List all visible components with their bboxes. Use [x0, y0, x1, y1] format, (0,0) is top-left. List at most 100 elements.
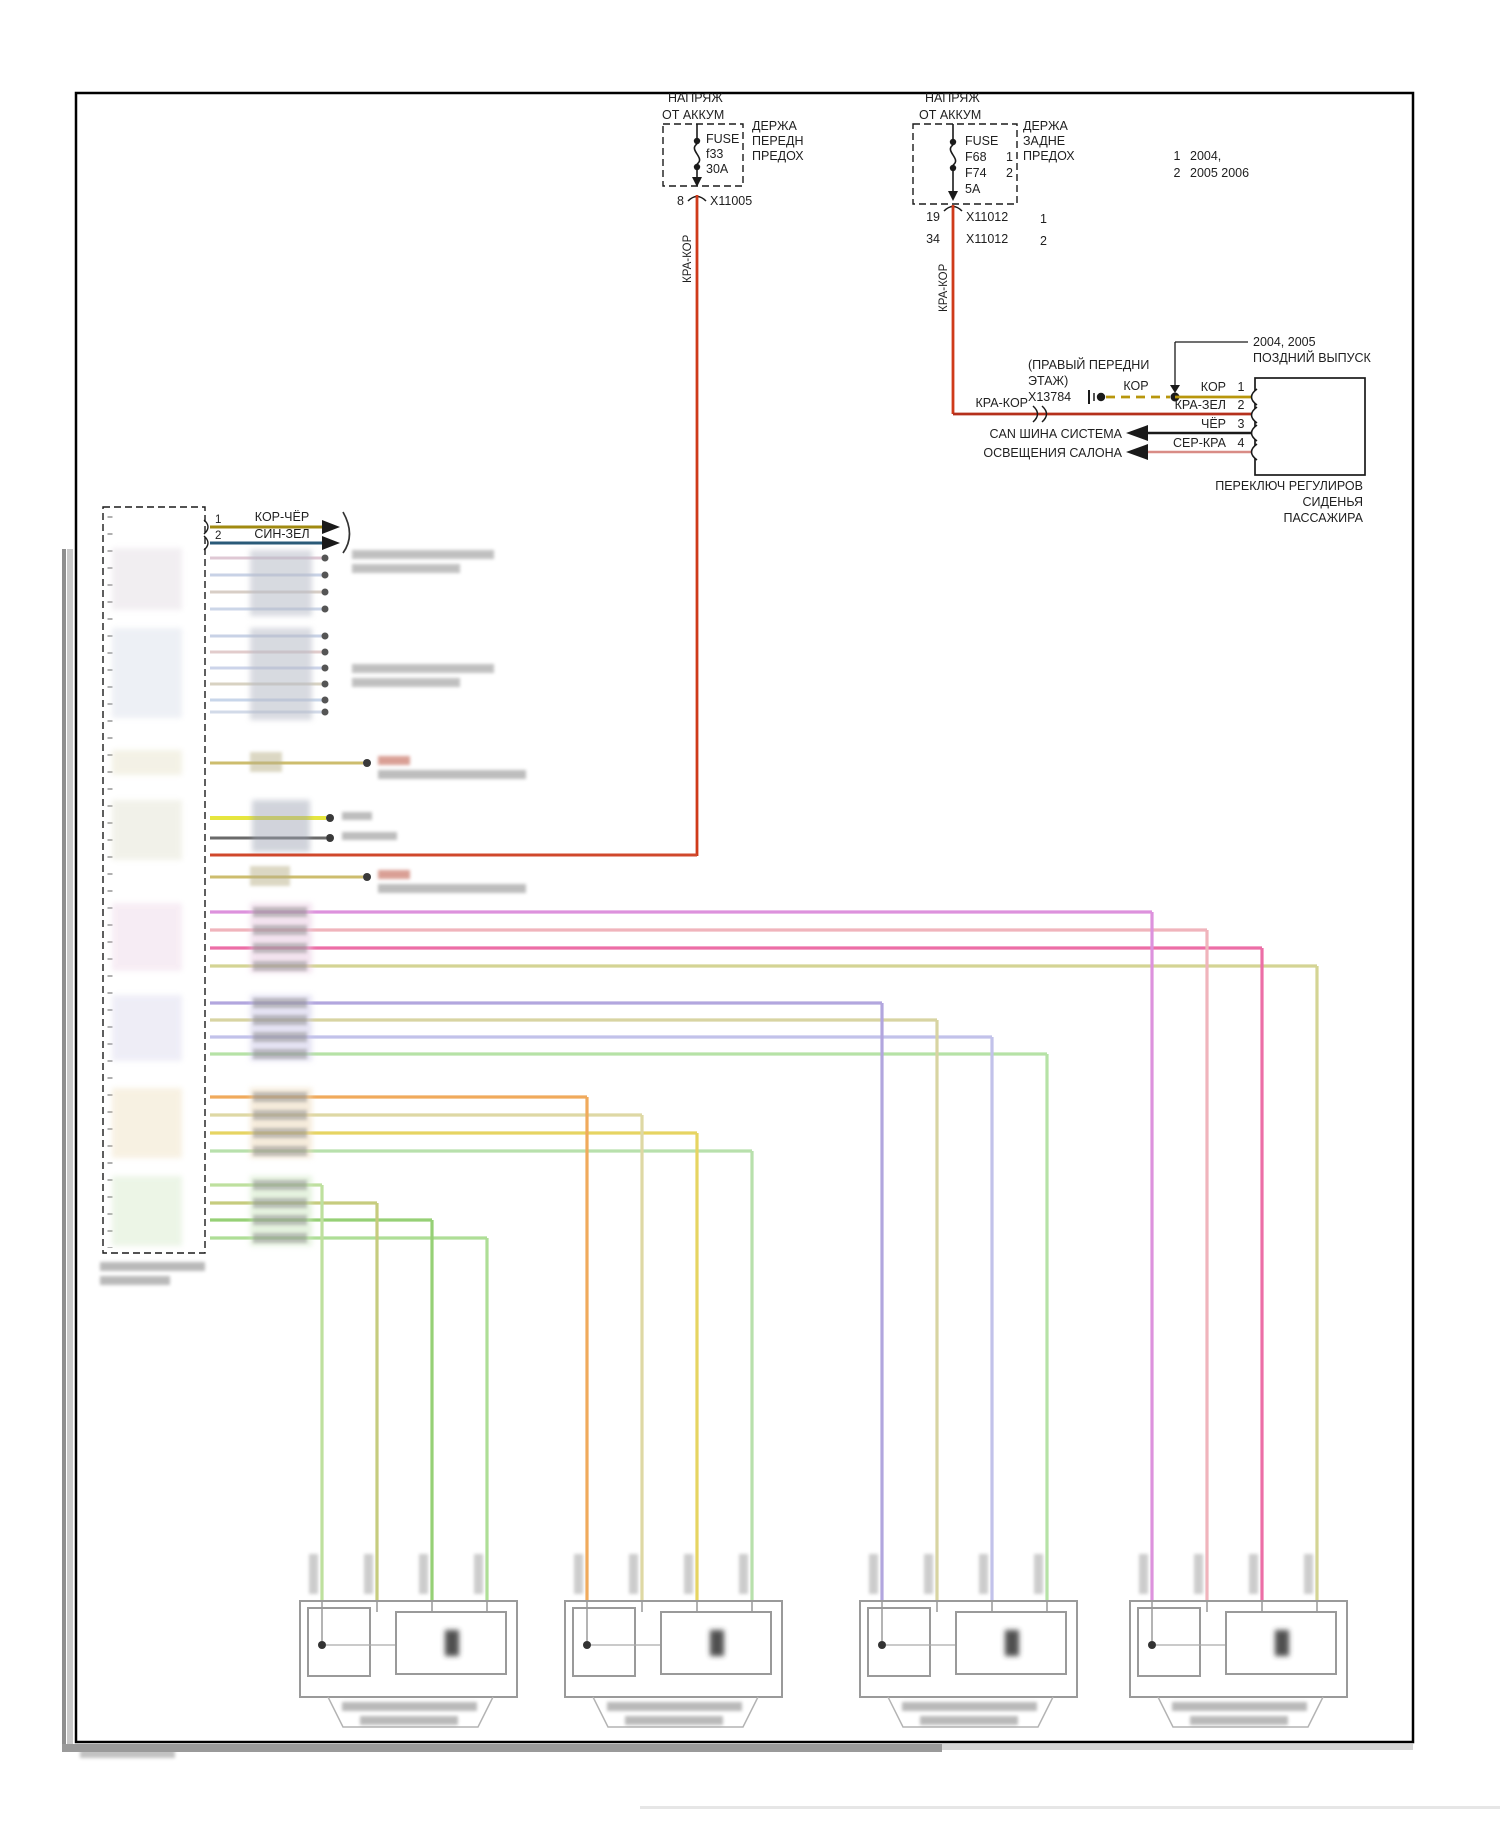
module-out1-label: КОР-ЧЁР [255, 510, 309, 524]
callout-line2: ПОЗДНИЙ ВЫПУСК [1253, 350, 1372, 365]
fuse2-word: FUSE [965, 134, 998, 148]
wire-bundle-d [210, 1176, 487, 1246]
fuse2-f1-idx: 1 [1006, 150, 1013, 164]
fuse2-idx1: 1 [1040, 212, 1047, 226]
can-arrow [1126, 425, 1148, 441]
fuse1-connector-label: X11005 [710, 194, 752, 208]
switch-pin2-num: 2 [1238, 398, 1245, 412]
kor-dashed-label: КОР [1123, 379, 1148, 393]
cluster1-label-blur [352, 550, 494, 573]
module-out2-num: 2 [215, 530, 221, 542]
module-out1-arc [203, 519, 209, 535]
module-out2-label: СИН-ЗЕЛ [254, 527, 309, 541]
passenger-seat-switch: CAN ШИНА СИСТЕМА ОСВЕЩЕНИЯ САЛОНА КОР 1 … [983, 377, 1366, 525]
fuse1-arrow [692, 177, 702, 187]
fuse2-block: НАПРЯЖ ОТ АККУМ FUSE F68 1 F74 2 5A ДЕРЖ… [912, 91, 1075, 414]
cabin-light-arrow [1126, 444, 1148, 460]
motor2-caption-blur [607, 1702, 742, 1725]
fuse1-holder-line2: ПЕРЕДН [752, 134, 804, 148]
switch-pin1-arc [1250, 388, 1258, 406]
fuse1-pin: 8 [677, 194, 684, 208]
fuse2-idx2: 2 [1040, 234, 1047, 248]
fuse1-box [662, 123, 744, 187]
switch-wire4-label: СЕР-КРА [1173, 436, 1227, 450]
switch-pin3-arc [1250, 424, 1258, 442]
page-shadow [62, 549, 1500, 1809]
switch-box [1254, 377, 1366, 476]
cabin-light-label: ОСВЕЩЕНИЯ САЛОНА [983, 446, 1122, 460]
seat-motor-assembly-3 [859, 1554, 1078, 1728]
switch-title-line2: СИДЕНЬЯ [1302, 495, 1363, 509]
switch-wire3-label: ЧЁР [1201, 417, 1226, 431]
fuse2-pin1: 19 [926, 210, 940, 224]
fuse2-arrow [948, 191, 958, 201]
footer-id-blur [80, 1748, 175, 1758]
fuse1-holder-line3: ПРЕДОХ [752, 149, 804, 163]
cluster2-label-blur [352, 664, 494, 687]
fuse2-supply-line1: НАПРЯЖ [925, 91, 980, 105]
bundle-vertical-drops [320, 912, 1319, 1601]
kra-kor-label: КРА-КОР [976, 396, 1028, 410]
callout-line1: 2004, 2005 [1253, 335, 1316, 349]
module-out1-num: 1 [215, 514, 221, 526]
fuse2-pin2: 34 [926, 232, 940, 246]
motor-glyph [1005, 1630, 1019, 1656]
plug-location-line2: ЭТАЖ) [1028, 374, 1068, 388]
seat-module: 1 КОР-ЧЁР 2 СИН-ЗЕЛ [100, 506, 351, 1285]
fuse2-f1: F68 [965, 150, 987, 164]
middle-rows [210, 752, 697, 893]
fuse2-conn1: X11012 [966, 210, 1008, 224]
switch-wire1-label: КОР [1201, 380, 1226, 394]
blurred-cluster-1 [210, 550, 494, 616]
blurred-cluster-2 [210, 628, 494, 720]
switch-title-line3: ПАССАЖИРА [1283, 511, 1363, 525]
inline-connector-arc2 [1041, 405, 1048, 423]
fuse2-amps: 5A [965, 182, 981, 196]
switch-pin4-num: 4 [1238, 436, 1245, 450]
fuse2-element [949, 144, 957, 166]
fuse2-holder-line3: ПРЕДОХ [1023, 149, 1075, 163]
fuse2-holder-line1: ДЕРЖА [1023, 119, 1069, 133]
switch-wire2-label: КРА-ЗЕЛ [1175, 398, 1226, 412]
plug-location-line1: (ПРАВЫЙ ПЕРЕДНИ [1028, 357, 1149, 372]
out1-arrow [322, 520, 340, 534]
fuse1-holder-line1: ДЕРЖА [752, 119, 798, 133]
switch-pin4-arc [1250, 443, 1258, 461]
seat-motor-assembly-4 [1129, 1554, 1348, 1728]
wire-bundle-c [210, 1088, 752, 1158]
motor1-caption-blur [342, 1702, 477, 1725]
fuse1-word: FUSE [706, 132, 739, 146]
callout-arrow [1170, 385, 1180, 393]
year-note-idx2: 2 [1174, 166, 1181, 180]
motor3-caption-blur [902, 1702, 1037, 1725]
year-note-y1: 2004, [1190, 149, 1221, 163]
fuse1-name: f33 [706, 147, 723, 161]
module-interior-blur [112, 548, 182, 1246]
fuse1-block: НАПРЯЖ ОТ АККУМ FUSE f33 30A ДЕРЖА ПЕРЕД… [662, 91, 804, 856]
switch-pin3-num: 3 [1238, 417, 1245, 431]
motor-glyph [710, 1630, 724, 1656]
fuse1-supply-line2: ОТ АККУМ [662, 108, 724, 122]
fuse2-holder-line2: ЗАДНЕ [1023, 134, 1065, 148]
module-caption-blur [100, 1262, 205, 1285]
fuse2-supply-line2: ОТ АККУМ [919, 108, 981, 122]
year-note: 1 2004, 2 2005 2006 [1174, 149, 1250, 180]
switch-pin2-arc [1250, 406, 1258, 424]
branch-to-switch: КРА-КОР (ПРАВЫЙ ПЕРЕДНИ ЭТАЖ) X13784 КОР… [953, 335, 1372, 423]
switch-pin1-num: 1 [1238, 380, 1245, 394]
year-note-y2: 2005 2006 [1190, 166, 1249, 180]
fuse2-conn2: X11012 [966, 232, 1008, 246]
fuse2-f2: F74 [965, 166, 987, 180]
cluster1-connector-blur [250, 550, 312, 616]
motor-glyph [445, 1630, 459, 1656]
out2-arrow [322, 536, 340, 550]
wire-bundle-b [210, 995, 1047, 1061]
motor4-caption-blur [1172, 1702, 1307, 1725]
plug-dot [1096, 392, 1106, 402]
out-bracket [342, 511, 351, 554]
fuse1-supply-line1: НАПРЯЖ [668, 91, 723, 105]
seat-motor-assembly-1 [299, 1554, 518, 1728]
fuse1-wire-label: КРА-КОР [682, 234, 694, 283]
